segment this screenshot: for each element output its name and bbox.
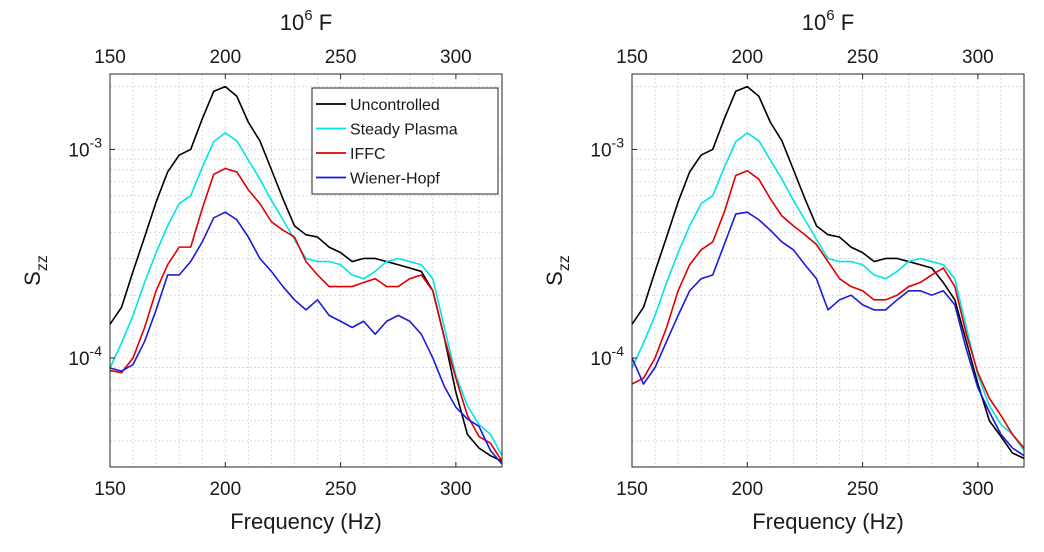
series-line-wiener-hopf — [631, 211, 1025, 457]
y-axis-label: Szz — [20, 255, 51, 286]
axis-box — [109, 73, 503, 468]
x-tick-label: 250 — [325, 479, 357, 500]
x-tick-label: 300 — [440, 479, 472, 500]
x-axis-label: Frequency (Hz) — [230, 509, 382, 534]
legend-entry: Uncontrolled — [350, 97, 440, 114]
top-tick-label: 200 — [209, 47, 241, 68]
legend-entry: Wiener-Hopf — [350, 171, 440, 188]
series-line-steady-plasma — [109, 132, 503, 457]
top-tick-label: 250 — [325, 47, 357, 68]
y-tick-label: 10-4 — [68, 343, 102, 370]
top-tick-label: 300 — [440, 47, 472, 68]
series-line-uncontrolled — [631, 85, 1025, 460]
y-tick-label: 10-4 — [590, 343, 624, 370]
plot-area — [632, 74, 1024, 467]
x-tick-label: 300 — [962, 479, 994, 500]
series-line-iffc — [109, 167, 503, 462]
x-tick-label: 200 — [209, 479, 241, 500]
legend-box — [311, 87, 499, 195]
x-tick-label: 250 — [847, 479, 879, 500]
legend: Uncontrolled Steady Plasma IFFC Wiener-Hopf — [311, 87, 499, 195]
legend-entry: Steady Plasma — [350, 122, 458, 139]
x-axis-label: Frequency (Hz) — [752, 509, 904, 534]
series-line-steady-plasma — [631, 132, 1025, 451]
y-tick-label: 10-3 — [68, 134, 102, 161]
top-axis-label: 106 F — [802, 7, 854, 35]
top-tick-label: 150 — [616, 47, 648, 68]
legend-entry: IFFC — [350, 146, 386, 163]
x-tick-label: 150 — [94, 479, 126, 500]
axis-box — [631, 73, 1025, 468]
y-tick-label: 10-3 — [590, 134, 624, 161]
series-line-wiener-hopf — [109, 211, 503, 465]
series-line-iffc — [631, 169, 1025, 449]
top-tick-label: 250 — [847, 47, 879, 68]
chart-panel-2: 150 200 250 300 150 200 250 300 10-4 10-3 Frequenc… — [542, 7, 1025, 534]
y-axis-label: Szz — [542, 255, 573, 286]
top-tick-label: 300 — [962, 47, 994, 68]
top-tick-label: 200 — [731, 47, 763, 68]
chart-panel-1: 150 200 250 300 150 200 250 300 10-4 10-3 Frequenc… — [20, 7, 503, 534]
x-tick-label: 150 — [616, 479, 648, 500]
top-axis-label: 106 F — [280, 7, 332, 35]
top-tick-label: 150 — [94, 47, 126, 68]
x-tick-label: 200 — [731, 479, 763, 500]
